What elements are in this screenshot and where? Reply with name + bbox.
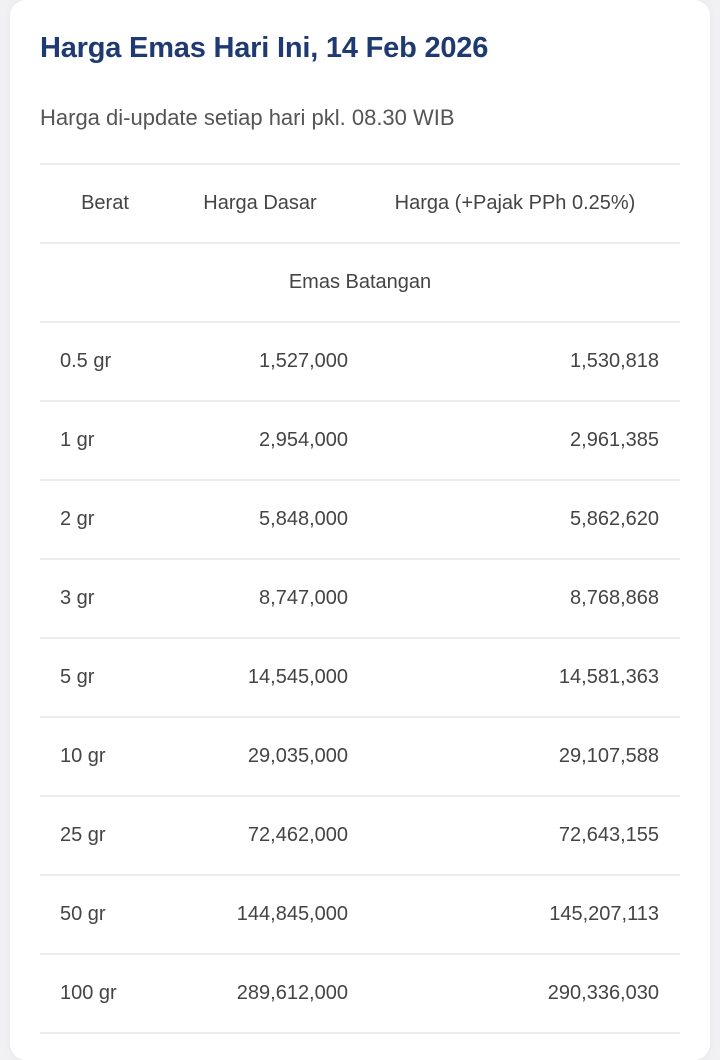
- taxed-price-cell: 2,961,385: [350, 400, 680, 480]
- weight-cell: 10 gr: [40, 716, 170, 796]
- table-row: 2 gr 5,848,000 5,862,620: [40, 479, 680, 559]
- column-header-taxed-price: Harga (+Pajak PPh 0.25%): [350, 163, 680, 243]
- base-price-cell: 5,848,000: [170, 479, 350, 559]
- section-label: Emas Batangan: [40, 242, 680, 322]
- base-price-cell: 1,527,000: [170, 321, 350, 401]
- taxed-price-cell: 5,862,620: [350, 479, 680, 559]
- base-price-cell: 29,035,000: [170, 716, 350, 796]
- weight-cell: 0.5 gr: [40, 321, 170, 401]
- base-price-cell: 289,612,000: [170, 953, 350, 1034]
- column-header-base-price: Harga Dasar: [170, 163, 350, 243]
- base-price-cell: 8,747,000: [170, 558, 350, 638]
- taxed-price-cell: 145,207,113: [350, 874, 680, 954]
- update-note: Harga di-update setiap hari pkl. 08.30 W…: [40, 105, 455, 130]
- weight-cell: 5 gr: [40, 637, 170, 717]
- taxed-price-cell: 290,336,030: [350, 953, 680, 1034]
- taxed-price-cell: 1,530,818: [350, 321, 680, 401]
- table-row: 25 gr 72,462,000 72,643,155: [40, 795, 680, 875]
- table-header-row: Berat Harga Dasar Harga (+Pajak PPh 0.25…: [40, 163, 680, 243]
- table-row: 5 gr 14,545,000 14,581,363: [40, 637, 680, 717]
- weight-cell: 25 gr: [40, 795, 170, 875]
- taxed-price-cell: 29,107,588: [350, 716, 680, 796]
- base-price-cell: 144,845,000: [170, 874, 350, 954]
- column-header-weight: Berat: [40, 163, 170, 243]
- taxed-price-cell: 72,643,155: [350, 795, 680, 875]
- weight-cell: 1 gr: [40, 400, 170, 480]
- table-row: 100 gr 289,612,000 290,336,030: [40, 953, 680, 1034]
- table-row: 1 gr 2,954,000 2,961,385: [40, 400, 680, 480]
- gold-price-card: Harga Emas Hari Ini, 14 Feb 2026 Harga d…: [10, 0, 710, 1060]
- taxed-price-cell: 14,581,363: [350, 637, 680, 717]
- weight-cell: 50 gr: [40, 874, 170, 954]
- taxed-price-cell: 8,768,868: [350, 558, 680, 638]
- weight-cell: 2 gr: [40, 479, 170, 559]
- table-row: 3 gr 8,747,000 8,768,868: [40, 558, 680, 638]
- base-price-cell: 14,545,000: [170, 637, 350, 717]
- table-row: 10 gr 29,035,000 29,107,588: [40, 716, 680, 796]
- base-price-cell: 72,462,000: [170, 795, 350, 875]
- table-row: 50 gr 144,845,000 145,207,113: [40, 874, 680, 954]
- base-price-cell: 2,954,000: [170, 400, 350, 480]
- page-title: Harga Emas Hari Ini, 14 Feb 2026: [40, 32, 489, 64]
- weight-cell: 3 gr: [40, 558, 170, 638]
- table-row: 0.5 gr 1,527,000 1,530,818: [40, 321, 680, 401]
- section-row: Emas Batangan: [40, 242, 680, 322]
- gold-price-table: Berat Harga Dasar Harga (+Pajak PPh 0.25…: [40, 163, 680, 1034]
- weight-cell: 100 gr: [40, 953, 170, 1034]
